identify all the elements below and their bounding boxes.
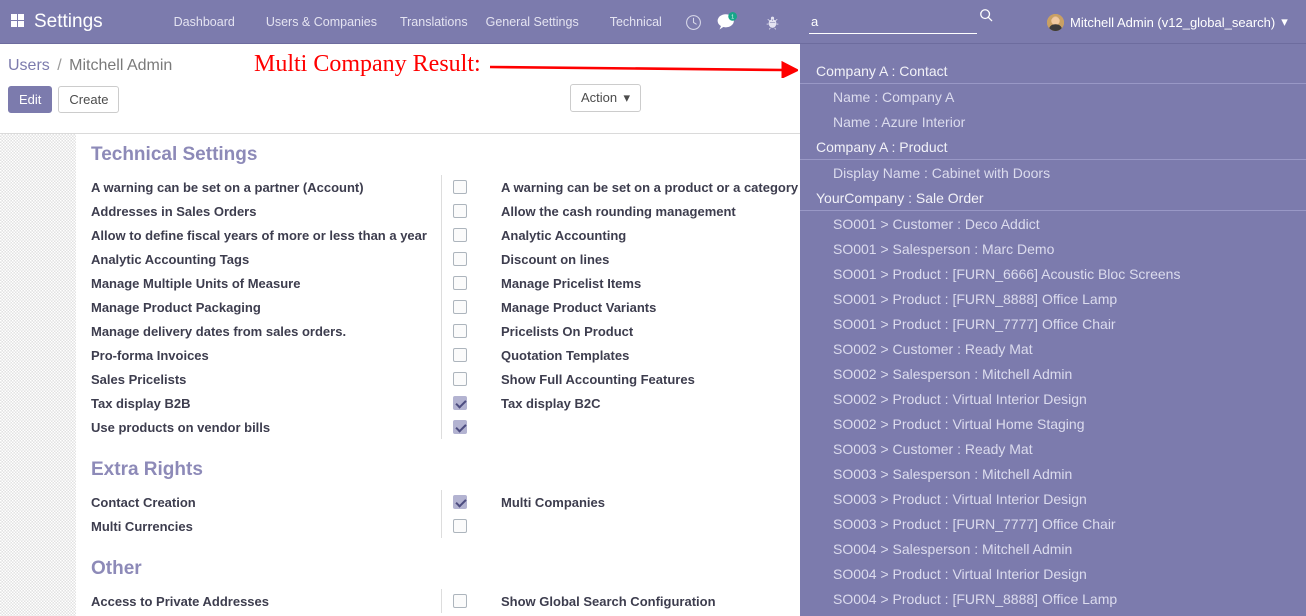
svg-text:1: 1 [731,15,734,21]
